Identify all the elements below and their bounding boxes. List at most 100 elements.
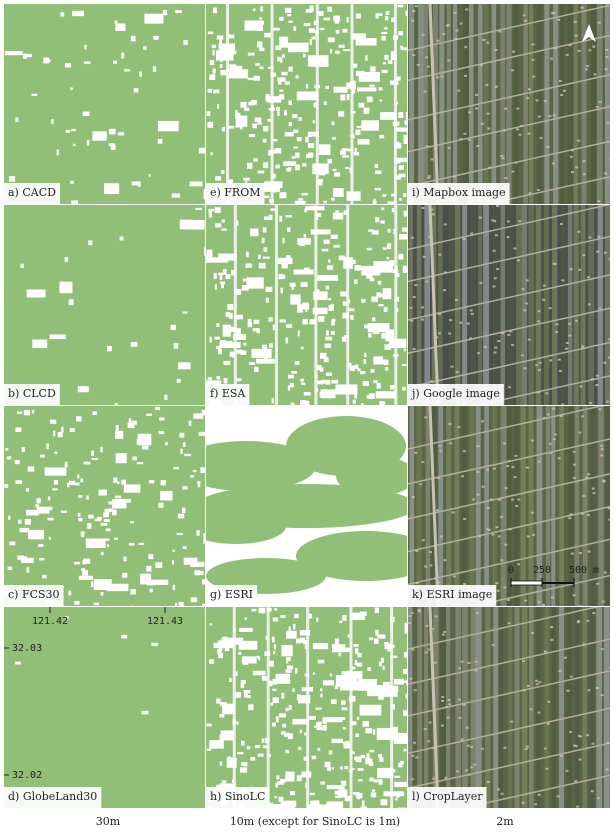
panel-label-text: b) CLCD [8,387,56,400]
non-cropland [290,402,295,405]
panel-label: h) SinoLC [206,787,270,808]
non-cropland [288,42,309,53]
non-cropland [184,453,192,457]
building [589,401,593,404]
non-cropland [342,301,348,306]
non-cropland [256,329,260,334]
non-cropland [381,35,386,41]
non-cropland [213,7,217,14]
field-strip [574,607,580,808]
non-cropland [387,243,392,250]
non-cropland [402,227,407,232]
non-cropland [232,351,235,358]
non-cropland [44,59,51,62]
non-cropland [403,651,407,658]
non-cropland [240,350,247,356]
non-cropland [352,399,356,404]
building [506,236,510,239]
non-cropland [383,307,388,313]
non-cropland [353,152,360,156]
building [449,319,453,322]
non-cropland [271,636,275,643]
building [455,29,459,32]
non-cropland [382,288,392,300]
non-cropland [405,694,407,699]
non-cropland [272,150,279,154]
building [500,559,504,562]
field-strip [491,4,497,204]
non-cropland [20,263,24,269]
non-cropland [293,623,296,630]
field-strip [439,4,445,204]
non-cropland [248,704,254,711]
field-strip [507,607,513,808]
non-cropland [378,754,383,758]
non-cropland [206,257,224,263]
non-cropland [384,367,389,371]
building [508,528,512,531]
field-strip [596,607,602,808]
building [525,97,529,100]
building [493,351,497,354]
field-strip [529,607,534,808]
building [549,57,553,60]
field-strip [528,406,534,606]
map-panel [206,4,407,204]
building [520,354,524,357]
non-cropland [192,469,197,473]
non-cropland [392,726,398,733]
non-cropland [316,180,323,186]
non-cropland [256,27,263,31]
non-cropland [294,613,299,619]
building [565,342,569,345]
non-cropland [15,427,22,432]
non-cropland [148,554,154,560]
non-cropland [324,343,332,348]
non-cropland [64,257,69,262]
building [417,609,421,612]
non-cropland [281,274,286,279]
non-cropland [225,274,231,280]
field-strip [423,4,428,204]
building [419,483,423,486]
non-cropland [354,279,358,284]
field-strip [551,607,556,808]
building [527,338,531,341]
non-cropland [339,766,343,770]
non-cropland [352,666,356,670]
non-cropland [312,672,315,675]
panel-label-text: g) ESRI [210,588,253,601]
building [438,445,442,448]
non-cropland [115,23,126,31]
non-cropland [78,495,83,498]
building [537,793,541,796]
building [463,132,467,135]
non-cropland [398,253,404,260]
non-cropland [221,282,224,289]
building [515,504,519,507]
non-cropland [378,13,383,16]
non-cropland [188,220,205,230]
non-cropland [350,315,354,320]
building [525,466,529,469]
non-cropland [330,331,335,335]
non-cropland [151,642,159,646]
non-cropland [326,801,344,808]
field-strip [521,205,528,405]
building [606,400,610,403]
non-cropland [291,371,297,374]
non-cropland [397,807,407,808]
non-cropland [38,544,44,547]
field-strip [520,406,526,606]
non-cropland [390,607,394,808]
building [441,699,445,702]
building [413,689,417,692]
non-cropland [355,793,363,799]
non-cropland [296,638,302,644]
non-cropland [308,152,314,158]
non-cropland [292,718,309,725]
non-cropland [242,661,249,665]
building [477,352,481,355]
non-cropland [379,757,384,762]
non-cropland [31,410,35,414]
